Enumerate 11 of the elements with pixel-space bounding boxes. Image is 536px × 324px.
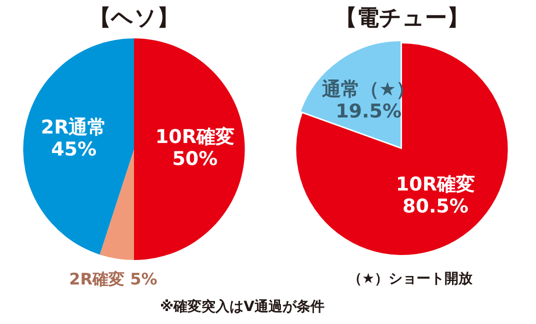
data-label: 80.5% [402, 196, 468, 218]
slice-label: 2R通常 [40, 116, 107, 139]
slice-label: 10R確変 [155, 126, 234, 148]
slice-label: 10R確変 [396, 174, 475, 196]
chart-title: 【ヘソ】 [89, 6, 179, 31]
data-label: 45% [51, 138, 97, 161]
text: （★）ショート開放 [348, 270, 473, 288]
slice-label: 2R確変 5% [69, 270, 158, 289]
text: ※確変突入はV通過が条件 [160, 298, 324, 316]
chart-title: 【電チュー】 [335, 6, 469, 31]
data-label: 50% [172, 148, 218, 170]
